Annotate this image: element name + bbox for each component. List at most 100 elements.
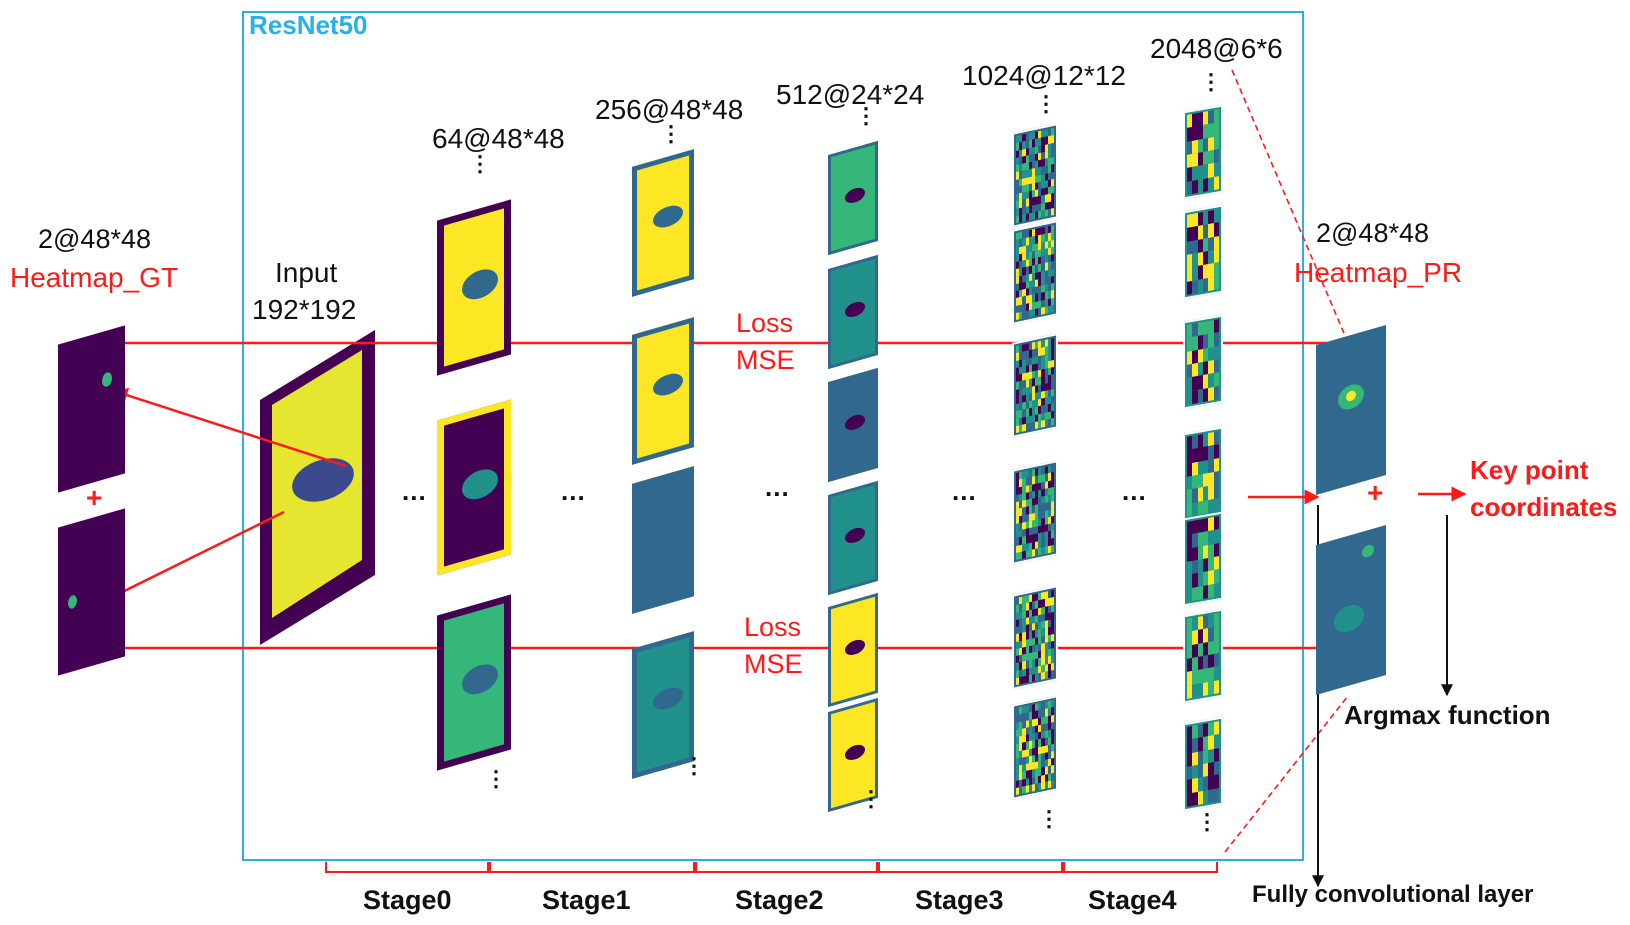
keypoint-line1: Key point <box>1470 455 1589 485</box>
loss-top-line2: MSE <box>736 345 795 375</box>
gt-shape-label: 2@48*48 <box>38 224 151 254</box>
feature-grid <box>1187 516 1219 602</box>
stage4-vdots-top: ⋮ <box>1200 69 1222 94</box>
stage0-featuremap-3 <box>437 594 511 771</box>
stage-label-0: Stage0 <box>363 885 452 915</box>
feature-blob <box>462 660 498 699</box>
stage2-featuremap-5 <box>828 592 878 708</box>
loss-bottom-line2: MSE <box>744 649 803 679</box>
stage2-vdots-top: ⋮ <box>855 103 877 128</box>
resnet50-box <box>242 11 1304 861</box>
feature-grid <box>1016 589 1054 686</box>
pr-plus: + <box>1367 477 1384 508</box>
feature-grid <box>1016 699 1054 796</box>
feature-grid <box>1187 209 1219 295</box>
dashed-connector-top <box>1231 69 1347 339</box>
ellipsis-stage3-stage4: ... <box>1122 476 1147 506</box>
stage2-featuremap-label: 512@24*24 <box>776 79 925 110</box>
stage3-vdots-bottom: ⋮ <box>1038 806 1060 831</box>
stage2-featuremap-3 <box>828 367 878 483</box>
input-image-blob <box>292 458 354 502</box>
pr-name-label: Heatmap_PR <box>1294 257 1463 288</box>
feature-blob <box>653 519 683 548</box>
feature-blob <box>68 594 77 610</box>
feature-grid <box>1187 109 1219 195</box>
feature-blob <box>845 525 865 546</box>
feature-blob <box>845 742 865 763</box>
feature-blob <box>1334 601 1364 636</box>
feature-blob <box>653 370 683 399</box>
stage4-featuremap-7 <box>1183 716 1223 812</box>
stage2-vdots-bottom: ⋮ <box>860 786 882 811</box>
feature-blob <box>653 684 683 713</box>
stage3-featuremap-1 <box>1012 123 1058 228</box>
stage-label-4: Stage4 <box>1088 885 1177 915</box>
feature-blob <box>845 185 865 206</box>
fcn-label: Fully convolutional layer <box>1252 881 1534 908</box>
feature-blob <box>845 412 865 433</box>
input-title: Input <box>275 257 338 288</box>
ellipsis-input-stage0: ... <box>402 476 427 506</box>
feature-blob <box>845 299 865 320</box>
feature-blob <box>102 371 112 388</box>
stage-label-3: Stage3 <box>915 885 1004 915</box>
stage4-featuremap-2 <box>1183 204 1223 300</box>
stage3-vdots-top: ⋮ <box>1035 91 1057 116</box>
stage0-featuremap-1 <box>437 199 511 376</box>
keypoint-line2: coordinates <box>1470 492 1618 522</box>
feature-grid <box>1187 721 1219 807</box>
argmax-label: Argmax function <box>1344 700 1551 730</box>
input-size: 192*192 <box>252 294 357 325</box>
stage-brackets <box>325 862 1218 873</box>
stage2-featuremap-2 <box>828 254 878 370</box>
feature-blob <box>845 637 865 658</box>
stage2-featuremap-4 <box>828 480 878 596</box>
gt-name-label: Heatmap_GT <box>10 262 179 293</box>
heatmap-gt-2 <box>58 508 125 676</box>
stage3-featuremap-label: 1024@12*12 <box>962 60 1126 91</box>
stage1-vdots-top: ⋮ <box>660 121 682 146</box>
stage4-featuremap-4 <box>1183 426 1223 522</box>
stage2-featuremap-1 <box>828 140 878 256</box>
stage3-featuremap-2 <box>1012 220 1058 325</box>
dashed-connector-bottom <box>1224 695 1349 853</box>
stage4-vdots-bottom: ⋮ <box>1196 809 1218 834</box>
loss-top-line1: Loss <box>736 308 794 338</box>
ellipsis-stage2-stage3: ... <box>952 476 977 506</box>
feature-grid <box>1016 337 1054 434</box>
stage1-featuremap-1 <box>632 149 694 297</box>
feature-grid <box>1016 464 1054 561</box>
stage3-featuremap-6 <box>1012 695 1058 800</box>
feature-blob <box>462 465 498 504</box>
stage4-featuremap-6 <box>1183 608 1223 704</box>
resnet50-label: ResNet50 <box>249 10 368 40</box>
stage1-vdots-bottom: ⋮ <box>683 753 705 778</box>
stage1-featuremap-label: 256@48*48 <box>595 94 744 125</box>
gt-plus: + <box>86 482 103 513</box>
stage3-featuremap-5 <box>1012 585 1058 690</box>
feature-grid <box>1187 319 1219 405</box>
feature-blob <box>653 202 683 231</box>
input-to-gt-arrow-top <box>112 388 347 468</box>
stage-label-1: Stage1 <box>542 885 631 915</box>
ellipsis-stage0-stage1: ... <box>561 476 586 506</box>
feature-blob <box>1362 543 1374 559</box>
feature-grid <box>1016 127 1054 224</box>
feature-grid <box>1016 224 1054 321</box>
heatmap-pr-2 <box>1316 524 1386 696</box>
stage0-featuremap-label: 64@48*48 <box>432 123 565 154</box>
stage3-featuremap-3 <box>1012 333 1058 438</box>
stage4-featuremap-5 <box>1183 511 1223 607</box>
stage3-featuremap-4 <box>1012 460 1058 565</box>
ellipsis-stage1-stage2: ... <box>765 472 790 502</box>
loss-bottom-line1: Loss <box>744 612 802 642</box>
heatmap-gt-1 <box>58 325 125 493</box>
feature-grid <box>1187 431 1219 517</box>
stage4-featuremap-1 <box>1183 104 1223 200</box>
feature-blob <box>462 265 498 304</box>
pr-shape-label: 2@48*48 <box>1316 218 1429 248</box>
stage0-featuremap-2 <box>437 399 511 576</box>
feature-grid <box>1187 613 1219 699</box>
stage1-featuremap-3 <box>632 466 694 614</box>
stage0-vdots-bottom: ⋮ <box>485 766 507 791</box>
